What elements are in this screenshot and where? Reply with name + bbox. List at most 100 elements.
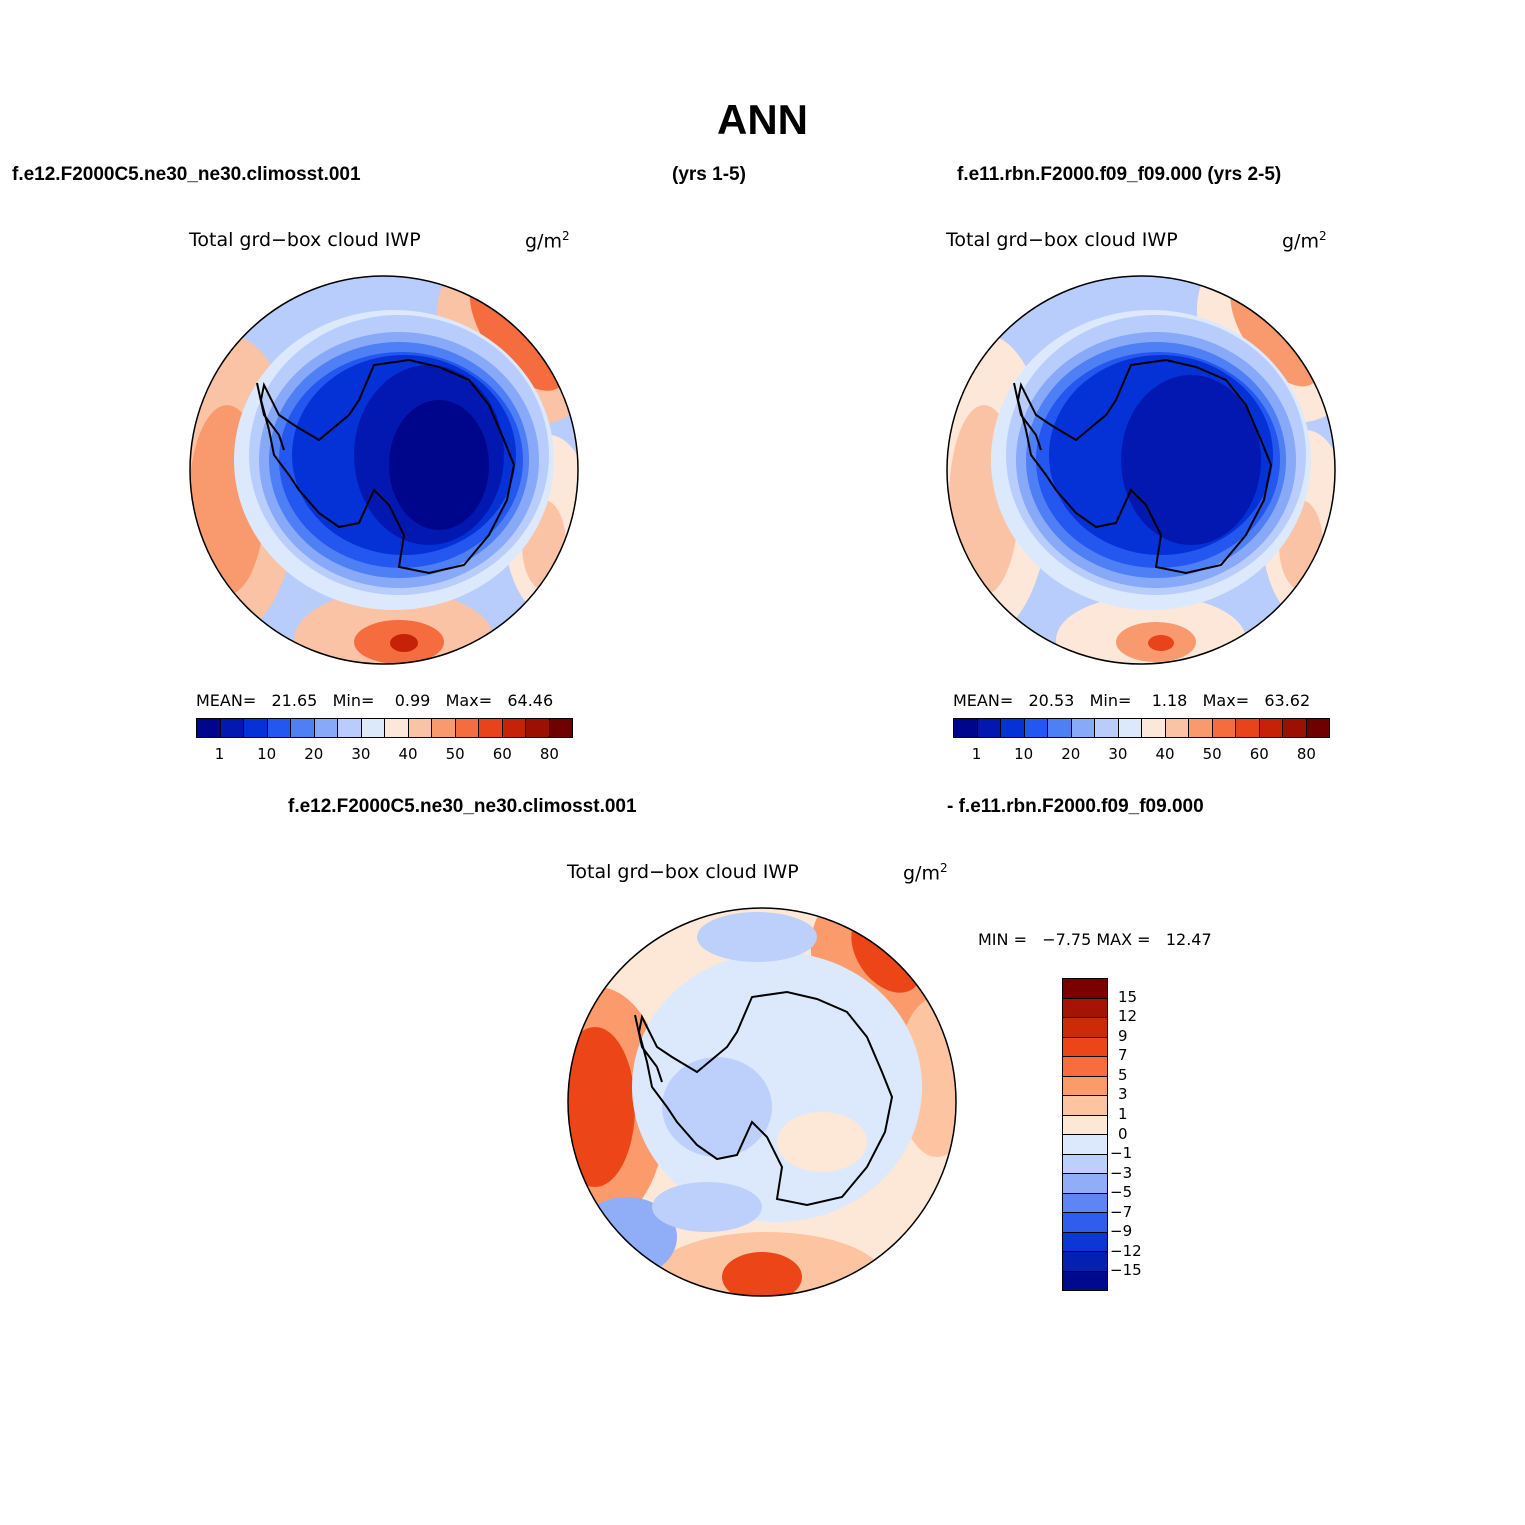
colorbar-tick-label: 9 (1118, 1026, 1128, 1045)
colorbar-tick-label: 7 (1118, 1046, 1128, 1065)
colorbar-tick-label: 50 (1202, 745, 1222, 763)
colorbar-swatch (267, 719, 291, 737)
colorbar-swatch (385, 719, 409, 737)
cold-core-deep (1121, 375, 1261, 545)
colorbar-swatch (1095, 719, 1119, 737)
panel3-stats: MIN = −7.75 MAX = 12.47 (978, 930, 1212, 949)
colorbar-tick-label: 3 (1118, 1085, 1128, 1104)
colorbar-swatch (1063, 979, 1107, 999)
colorbar-swatch (1063, 1213, 1107, 1233)
panel2-map (946, 275, 1336, 665)
panel2-colorbar-ticks: 1 10 20 30 40 50 60 80 (953, 745, 1330, 765)
colorbar-swatch (1118, 719, 1142, 737)
colorbar-tick-label: 20 (1061, 745, 1081, 763)
panel2-units: g/m2 (1282, 229, 1327, 253)
map-boundary (567, 907, 957, 1297)
colorbar-tick-label: −3 (1110, 1163, 1133, 1182)
diff-case2-name: - f.e11.rbn.F2000.f09_f09.000 (947, 796, 1204, 817)
colorbar-tick-label: 5 (1118, 1065, 1128, 1084)
colorbar-tick-label: −7 (1110, 1202, 1133, 1221)
panel1-variable: Total grd−box cloud IWP (189, 229, 421, 251)
colorbar-swatch (1063, 1135, 1107, 1155)
colorbar-swatch (220, 719, 244, 737)
antarctic-peninsula-detail (256, 382, 285, 451)
colorbar-tick-label: −5 (1110, 1183, 1133, 1202)
colorbar-swatch (1063, 1154, 1107, 1174)
colorbar-tick-label: −15 (1110, 1261, 1142, 1280)
diff-case1-name: f.e12.F2000C5.ne30_ne30.climosst.001 (288, 796, 637, 817)
colorbar-tick-label: 0 (1118, 1124, 1128, 1143)
colorbar-swatch (1063, 1193, 1107, 1213)
colorbar-swatch (954, 719, 978, 737)
colorbar-tick-label: 80 (1296, 745, 1316, 763)
antarctica-coastline (259, 358, 516, 575)
panel1-colorbar (196, 718, 573, 738)
colorbar-tick-label: 12 (1118, 1007, 1138, 1026)
diff-colorbar (1062, 978, 1108, 1291)
colorbar-swatch (455, 719, 479, 737)
colorbar-swatch (977, 719, 1001, 737)
colorbar-swatch (338, 719, 362, 737)
antarctica-coastline (1016, 358, 1273, 575)
colorbar-swatch (502, 719, 526, 737)
colorbar-swatch (197, 719, 221, 737)
warm-region-inner (777, 1112, 867, 1172)
case1-years: (yrs 1-5) (672, 164, 746, 185)
colorbar-swatch (1306, 719, 1329, 737)
panel2-colorbar (953, 718, 1330, 738)
colorbar-tick-label: 1 (1118, 1104, 1128, 1123)
cold-region-pale-b (697, 912, 817, 962)
warm-region-south-core (722, 1252, 802, 1296)
colorbar-tick-label: 10 (1014, 745, 1034, 763)
colorbar-swatch (1063, 1037, 1107, 1057)
colorbar-tick-label: −1 (1110, 1144, 1133, 1163)
colorbar-tick-label: 50 (445, 745, 465, 763)
cold-core-deepest (389, 400, 489, 530)
panel1-colorbar-ticks: 1 10 20 30 40 50 60 80 (196, 745, 573, 765)
map-boundary (189, 275, 579, 665)
colorbar-swatch (1071, 719, 1095, 737)
colorbar-swatch (1259, 719, 1283, 737)
colorbar-tick-label: 40 (398, 745, 418, 763)
panel2-variable: Total grd−box cloud IWP (946, 229, 1178, 251)
colorbar-swatch (1212, 719, 1236, 737)
colorbar-swatch (1001, 719, 1025, 737)
colorbar-tick-label: 40 (1155, 745, 1175, 763)
colorbar-swatch (479, 719, 503, 737)
antarctica-coastline (637, 990, 894, 1207)
case1-name: f.e12.F2000C5.ne30_ne30.climosst.001 (12, 164, 361, 185)
colorbar-swatch (1189, 719, 1213, 737)
colorbar-swatch (432, 719, 456, 737)
colorbar-swatch (291, 719, 315, 737)
colorbar-swatch (1063, 1271, 1107, 1290)
colorbar-swatch (1063, 998, 1107, 1018)
colorbar-swatch (1142, 719, 1166, 737)
warm-region-south-peak (1148, 635, 1174, 651)
colorbar-swatch (1236, 719, 1260, 737)
panel1-map (189, 275, 579, 665)
colorbar-swatch (314, 719, 338, 737)
colorbar-swatch (1063, 1252, 1107, 1272)
colorbar-swatch (1024, 719, 1048, 737)
colorbar-swatch (1283, 719, 1307, 737)
colorbar-swatch (1063, 1115, 1107, 1135)
warm-region-west-core (568, 1027, 635, 1187)
colorbar-swatch (408, 719, 432, 737)
colorbar-swatch (1063, 1076, 1107, 1096)
colorbar-swatch (1063, 1174, 1107, 1194)
colorbar-swatch (361, 719, 385, 737)
colorbar-tick-label: 10 (257, 745, 277, 763)
colorbar-swatch (549, 719, 572, 737)
colorbar-tick-label: 20 (304, 745, 324, 763)
colorbar-swatch (244, 719, 268, 737)
colorbar-swatch (1165, 719, 1189, 737)
colorbar-tick-label: 15 (1118, 987, 1138, 1006)
diff-colorbar-ticks: 15 12 9 7 5 3 1 0 −1 −3 −5 −7 −9 −12 −15 (1110, 978, 1178, 1291)
panel1-stats: MEAN= 21.65 Min= 0.99 Max= 64.46 (196, 691, 554, 710)
panel3-map (567, 907, 957, 1297)
colorbar-tick-label: −12 (1110, 1241, 1142, 1260)
colorbar-tick-label: 1 (971, 745, 982, 763)
colorbar-swatch (1048, 719, 1072, 737)
colorbar-tick-label: 30 (351, 745, 371, 763)
colorbar-tick-label: 80 (539, 745, 559, 763)
